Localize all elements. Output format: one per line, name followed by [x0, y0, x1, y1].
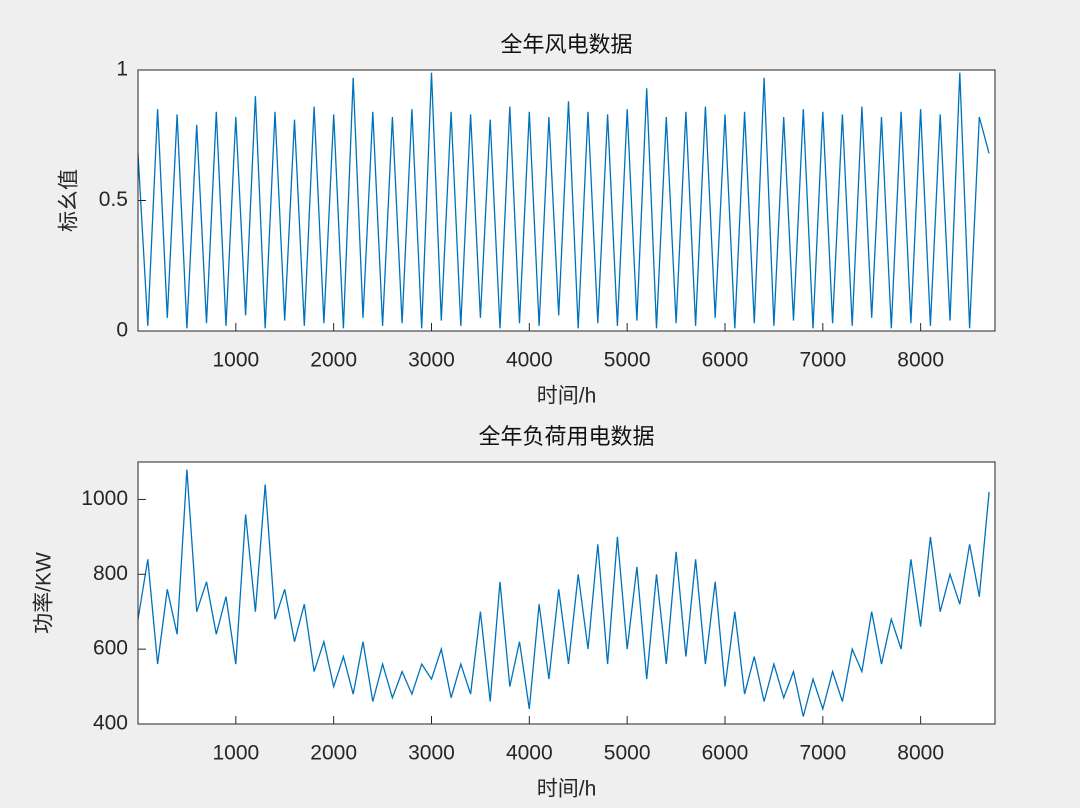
chart-title: 全年负荷用电数据 — [478, 424, 654, 449]
x-tick-label: 5000 — [604, 742, 651, 765]
y-tick-label: 1 — [116, 58, 128, 81]
x-tick-label: 6000 — [702, 742, 749, 765]
y-tick-label: 600 — [93, 637, 128, 660]
x-tick-label: 8000 — [897, 349, 944, 372]
x-tick-label: 6000 — [702, 349, 749, 372]
chart-title: 全年风电数据 — [500, 32, 632, 57]
data-line — [137, 72, 990, 329]
x-tick-label: 2000 — [310, 349, 357, 372]
x-tick-label: 1000 — [212, 742, 259, 765]
x-tick-label: 3000 — [408, 349, 455, 372]
x-tick-label: 7000 — [799, 349, 846, 372]
x-tick-label: 3000 — [408, 742, 455, 765]
x-tick-label: 4000 — [506, 742, 553, 765]
axes-box — [137, 69, 996, 332]
y-axis-label: 标幺值 — [58, 169, 81, 232]
x-tick-label: 8000 — [897, 742, 944, 765]
plot-area — [138, 462, 995, 724]
y-tick-label: 0 — [116, 319, 128, 342]
y-axis-label: 功率/KW — [33, 552, 56, 634]
x-tick-label: 2000 — [310, 742, 357, 765]
plot-area — [138, 70, 995, 331]
data-line — [137, 469, 990, 717]
axes-box — [137, 461, 996, 725]
x-axis-label: 时间/h — [537, 778, 597, 801]
x-tick-label: 1000 — [212, 349, 259, 372]
x-axis-label: 时间/h — [537, 385, 597, 408]
x-tick-label: 5000 — [604, 349, 651, 372]
y-tick-label: 1000 — [81, 487, 128, 510]
x-tick-label: 7000 — [799, 742, 846, 765]
y-tick-label: 400 — [93, 712, 128, 735]
x-tick-label: 4000 — [506, 349, 553, 372]
y-tick-label: 800 — [93, 562, 128, 585]
y-tick-label: 0.5 — [99, 188, 128, 211]
